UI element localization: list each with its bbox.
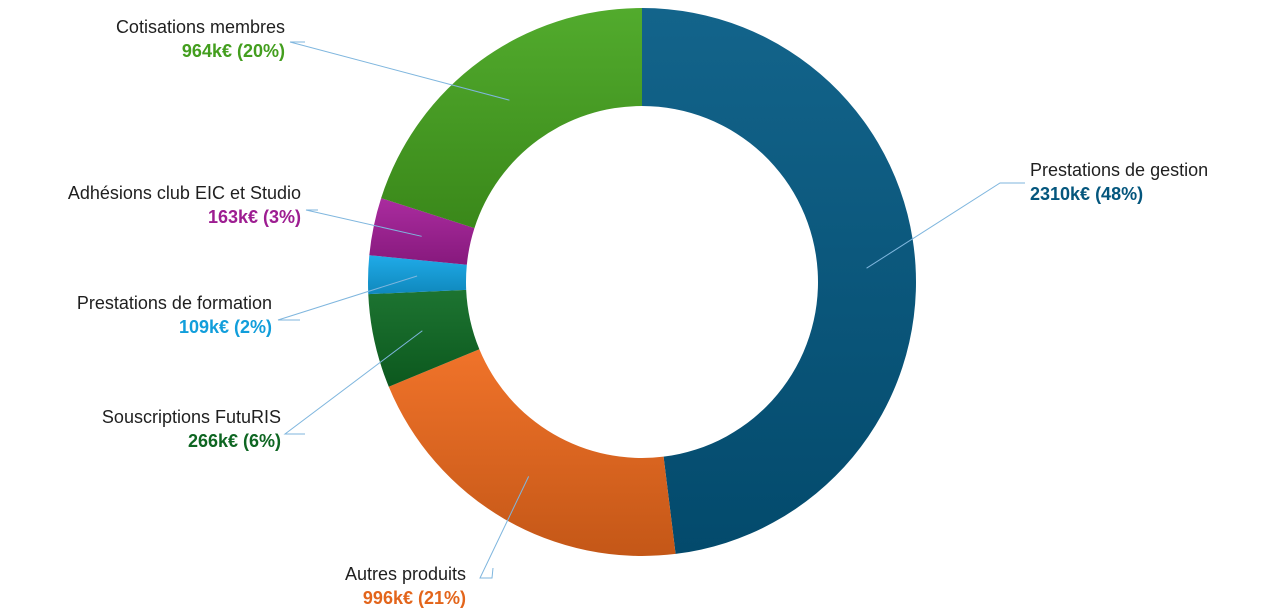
- leader-line-souscriptions-futuris: [283, 330, 423, 435]
- leader-line-cotisations-membres: [289, 41, 510, 101]
- slice-souscriptions-futuris: [368, 289, 480, 387]
- label-group-cotisations-membres: Cotisations membres 964k€ (20%): [116, 17, 285, 61]
- leader-line-prestations-de-gestion: [866, 182, 1025, 269]
- leader-line-autres-produits: [479, 476, 530, 579]
- label-group-autres-produits: Autres produits 996k€ (21%): [345, 564, 466, 608]
- slice-value-cotisations-membres: 964k€ (20%): [182, 41, 285, 61]
- slice-label-adhesions-club: Adhésions club EIC et Studio: [68, 183, 301, 203]
- label-group-adhesions-club: Adhésions club EIC et Studio 163k€ (3%): [68, 183, 301, 227]
- slice-value-adhesions-club: 163k€ (3%): [208, 207, 301, 227]
- slice-cotisations-membres: [381, 8, 642, 229]
- slice-label-cotisations-membres: Cotisations membres: [116, 17, 285, 37]
- slice-prestations-de-gestion: [642, 8, 917, 554]
- slice-label-prestations-de-formation: Prestations de formation: [77, 293, 272, 313]
- slice-adhesions-club: [369, 198, 475, 265]
- slice-label-prestations-de-gestion: Prestations de gestion: [1030, 160, 1208, 180]
- label-group-prestations-de-gestion: Prestations de gestion 2310k€ (48%): [1030, 160, 1208, 204]
- slice-value-prestations-de-formation: 109k€ (2%): [179, 317, 272, 337]
- slice-autres-produits: [388, 349, 676, 557]
- leader-line-prestations-de-formation: [277, 275, 418, 321]
- slice-value-autres-produits: 996k€ (21%): [363, 588, 466, 608]
- slice-label-souscriptions-futuris: Souscriptions FutuRIS: [102, 407, 281, 427]
- slice-label-autres-produits: Autres produits: [345, 564, 466, 584]
- label-group-prestations-de-formation: Prestations de formation 109k€ (2%): [77, 293, 272, 337]
- slice-prestations-de-formation: [367, 255, 467, 295]
- label-group-souscriptions-futuris: Souscriptions FutuRIS 266k€ (6%): [102, 407, 281, 451]
- slice-value-prestations-de-gestion: 2310k€ (48%): [1030, 184, 1143, 204]
- slices: [367, 8, 917, 557]
- leader-lines: [277, 41, 1025, 579]
- slice-value-souscriptions-futuris: 266k€ (6%): [188, 431, 281, 451]
- leader-line-adhesions-club: [305, 209, 422, 237]
